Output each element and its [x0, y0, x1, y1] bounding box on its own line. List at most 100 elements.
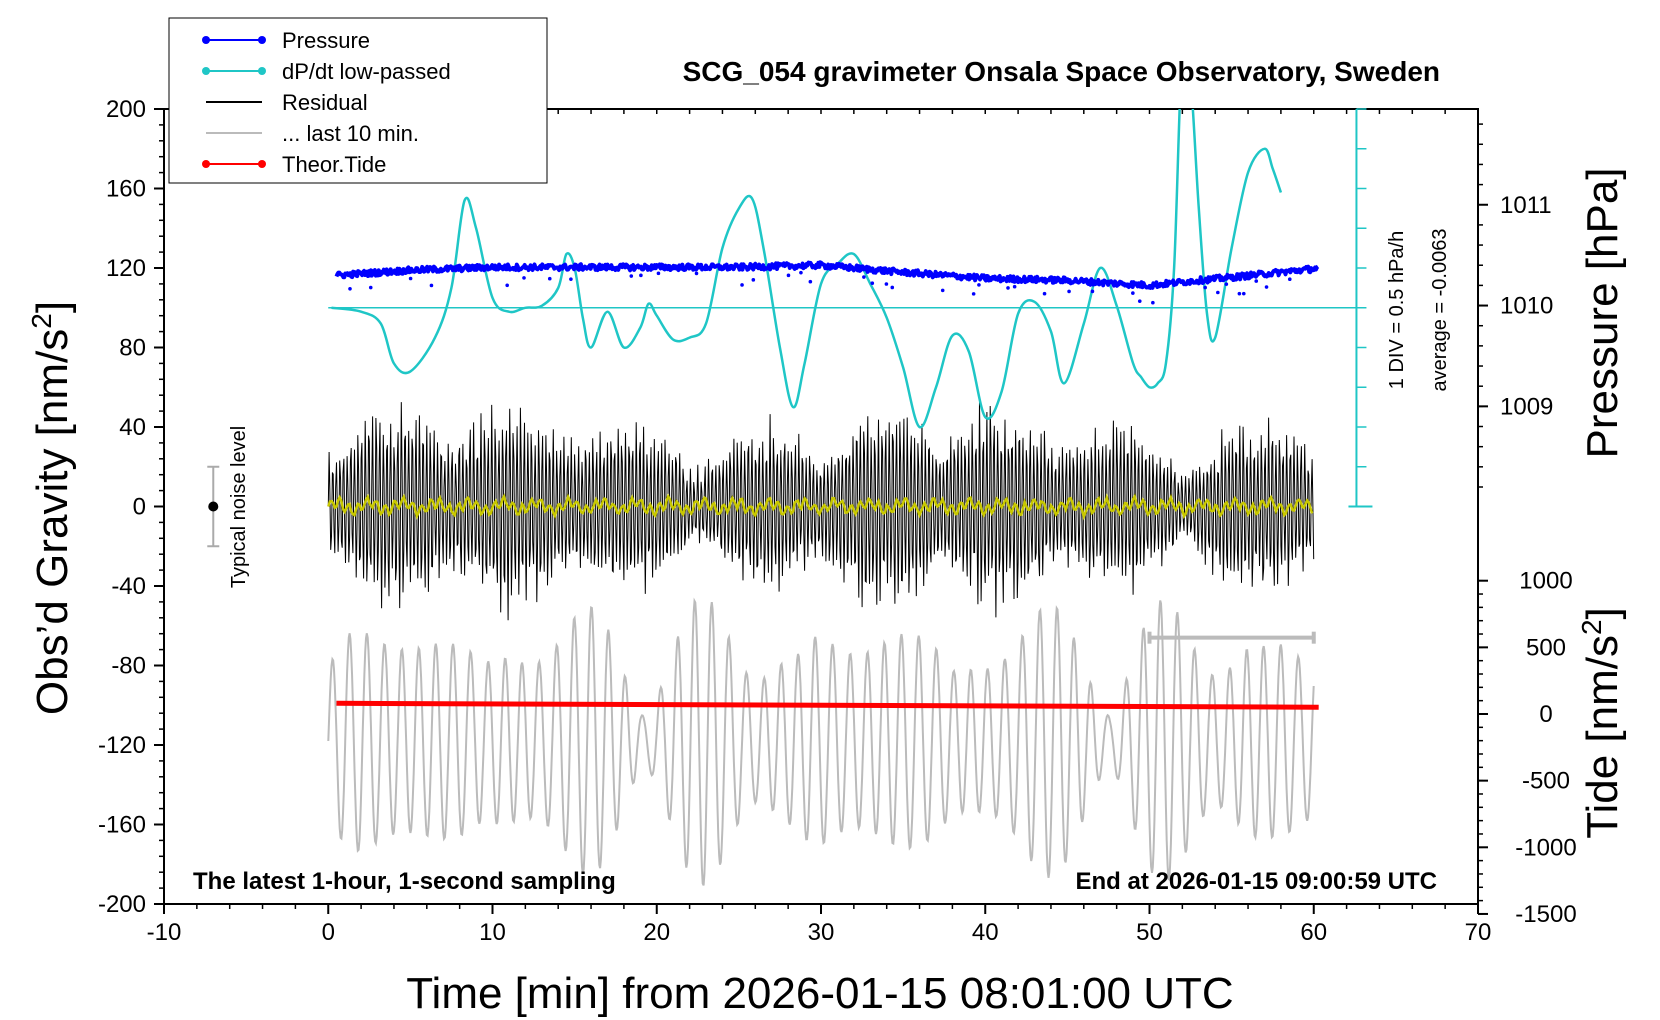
pressure-outlier-point — [890, 285, 895, 290]
y-tick-label: 160 — [106, 176, 146, 203]
theoretical-tide-series — [336, 700, 1319, 710]
pressure-outlier-point — [977, 283, 981, 287]
x-tick-label: 20 — [643, 919, 670, 946]
pressure-outlier-point — [505, 283, 509, 288]
y-tick-label: -40 — [111, 573, 146, 600]
residual-series — [327, 400, 1315, 621]
pressure-outlier-point — [751, 278, 756, 282]
pressure-outlier-point — [1042, 291, 1047, 296]
legend-label: Pressure — [282, 28, 370, 53]
x-tick-label: 0 — [322, 919, 335, 946]
tide-axis-label: Tide [nm/s2] — [1576, 607, 1627, 839]
pressure-tick-label: 1011 — [1500, 192, 1552, 219]
pressure-axis-ticks: 1011 1010 1009 — [1478, 123, 1553, 488]
dpdt-series — [328, 109, 1364, 429]
legend-marker — [202, 160, 210, 168]
pressure-outlier-point — [1090, 289, 1095, 294]
y-tick-label: 80 — [119, 335, 146, 362]
pressure-outlier-point — [1067, 289, 1071, 294]
last-10-min-line — [327, 597, 1315, 886]
y-tick-label: -80 — [111, 653, 146, 680]
y-axis-ticks: 200 160 120 80 40 0 -40 -80 -120 -160 -200 — [98, 96, 164, 918]
scale-average-label: average = -0.0063 — [1429, 229, 1451, 392]
y-axis-label: Obs’d Gravity [nm/s2] — [26, 301, 77, 715]
x-tick-label: 60 — [1300, 919, 1327, 946]
legend-label: Theor.Tide — [282, 152, 386, 177]
y-tick-label: -200 — [98, 891, 146, 918]
x-axis-ticks: -10 0 10 20 30 40 50 60 70 — [147, 109, 1492, 946]
tide-axis-label-main: Tide [nm/s — [1578, 635, 1627, 839]
residual-smoothed-line — [327, 493, 1314, 521]
y-tick-label: 200 — [106, 96, 146, 123]
x-tick-label: 50 — [1136, 919, 1163, 946]
pressure-outlier-point — [808, 279, 813, 284]
pressure-outlier-point — [884, 282, 889, 286]
y-axis-label-close: ] — [28, 301, 77, 313]
pressure-outlier-point — [870, 281, 875, 286]
footer-right: End at 2026-01-15 09:00:59 UTC — [1076, 868, 1438, 895]
pressure-outlier-point — [740, 283, 744, 287]
annotations — [207, 108, 1373, 644]
pressure-outlier-point — [629, 274, 634, 278]
pressure-outlier-point — [522, 276, 526, 280]
tide-tick-label: 0 — [1539, 701, 1552, 728]
pressure-outlier-point — [1216, 290, 1220, 295]
y-axis-label-main: Obs’d Gravity [nm/s — [28, 329, 77, 715]
scale-div-label: 1 DIV = 0.5 hPa/h — [1386, 231, 1408, 389]
pressure-outlier-point — [1012, 284, 1017, 289]
pressure-outlier-point — [1254, 279, 1259, 283]
y-tick-label: 120 — [106, 255, 146, 282]
tide-tick-label: 1000 — [1519, 568, 1572, 595]
pressure-outlier-point — [971, 292, 976, 296]
x-tick-label: 10 — [479, 919, 506, 946]
tide-axis-ticks: 1000 500 0 -500 -1000 -1500 — [1478, 568, 1577, 928]
pressure-axis-label: Pressure [hPa] — [1578, 167, 1627, 458]
legend-label: ... last 10 min. — [282, 121, 419, 146]
pressure-outlier-point — [694, 271, 699, 276]
pressure-outlier-point — [408, 276, 413, 281]
x-tick-label: 40 — [972, 919, 999, 946]
pressure-line — [334, 260, 1320, 290]
pressure-outlier-point — [639, 273, 643, 278]
tide-tick-label: -500 — [1522, 768, 1570, 795]
dpdt-line — [331, 109, 1283, 429]
tide-axis-label-close: ] — [1578, 607, 1627, 619]
pressure-tick-label: 1010 — [1500, 293, 1553, 320]
pressure-outlier-point — [547, 276, 552, 281]
pressure-series — [334, 260, 1320, 305]
pressure-outlier-point — [429, 283, 434, 288]
y-tick-label: -160 — [98, 812, 146, 839]
pressure-outlier-point — [1151, 300, 1155, 305]
x-axis-label: Time [min] from 2026-01-15 08:01:00 UTC — [406, 969, 1233, 1018]
pressure-outlier-point — [348, 286, 352, 291]
noise-bar-center — [208, 501, 219, 512]
pressure-tick-label: 1009 — [1500, 393, 1553, 420]
pressure-outlier-point — [1237, 291, 1242, 296]
pressure-outlier-point — [368, 285, 373, 290]
x-tick-label: 70 — [1465, 919, 1492, 946]
pressure-outlier-point — [1287, 277, 1292, 282]
residual-smoothed-series — [327, 493, 1314, 521]
y-tick-label: 40 — [119, 414, 146, 441]
legend-label: dP/dt low-passed — [282, 59, 451, 84]
y-axis-label-sup: 2 — [26, 313, 57, 329]
pressure-outlier-point — [1137, 299, 1142, 303]
tide-tick-label: 500 — [1526, 634, 1566, 661]
legend-label: Residual — [282, 90, 368, 115]
theoretical-tide-line — [336, 700, 1319, 710]
legend: Pressure dP/dt low-passed Residual ... last… — [168, 17, 548, 184]
y-tick-label: 0 — [133, 494, 146, 521]
x-tick-label: 30 — [808, 919, 835, 946]
legend-box — [168, 17, 548, 184]
legend-marker — [202, 67, 210, 75]
last-10-min-series — [327, 597, 1315, 886]
noise-level-label: Typical noise level — [228, 426, 250, 588]
legend-marker — [258, 36, 266, 44]
footer-left: The latest 1-hour, 1-second sampling — [193, 868, 616, 895]
pressure-outlier-point — [1264, 285, 1269, 289]
legend-marker — [202, 36, 210, 44]
pressure-outlier-point — [1131, 291, 1135, 295]
pressure-outlier-point — [862, 275, 866, 279]
tide-axis-label-sup: 2 — [1576, 619, 1607, 635]
